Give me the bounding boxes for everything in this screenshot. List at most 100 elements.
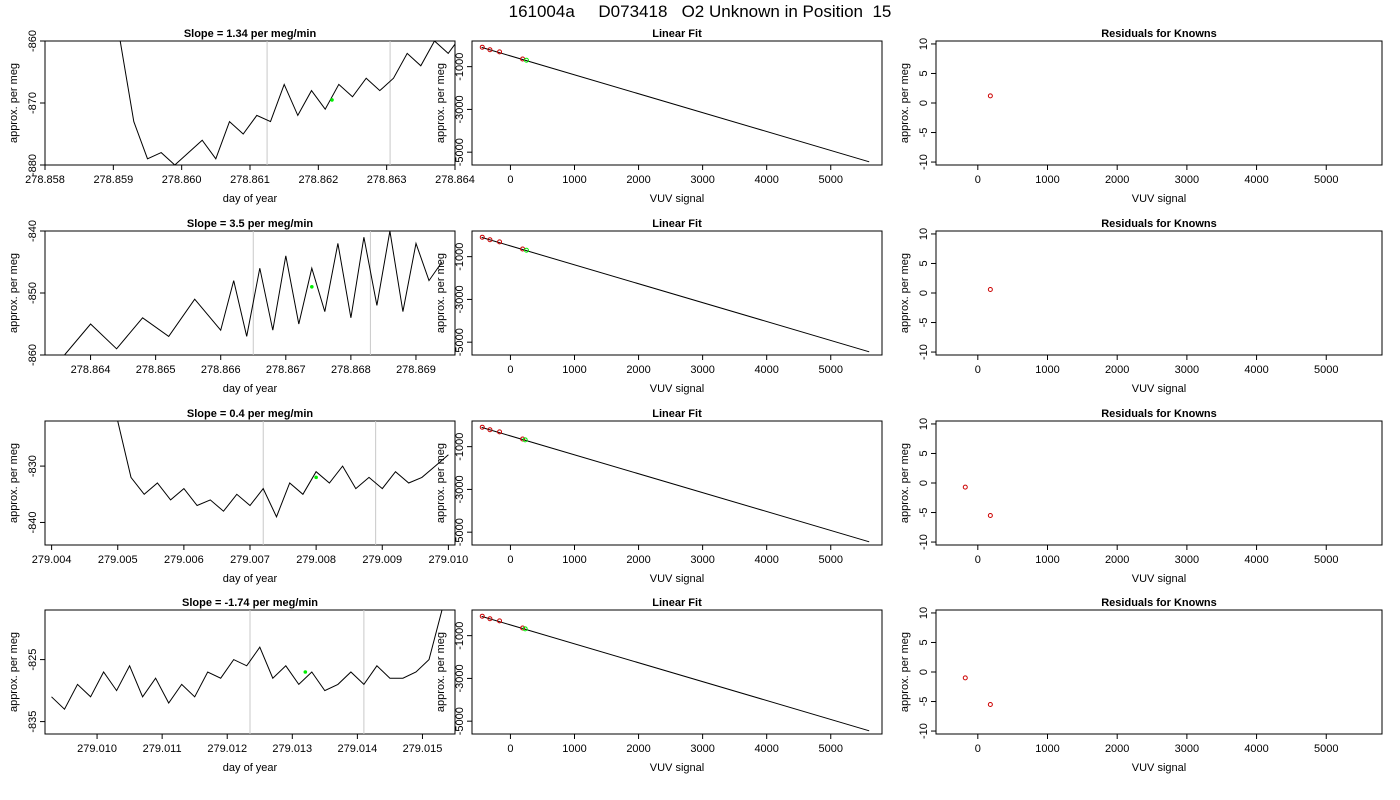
panel-3-series-line <box>64 231 443 355</box>
panel-11-ytick-label-2: 0 <box>918 669 930 675</box>
panel-1-known-point-1 <box>487 47 493 53</box>
panel-6-xtick-label-3: 279.007 <box>230 554 270 566</box>
panel-0-xlabel: day of year <box>223 193 278 205</box>
panel-11-ytick-label-1: -5 <box>918 697 930 707</box>
panel-7-unknown-point-0 <box>522 437 528 443</box>
panel-6-xtick-label-2: 279.006 <box>164 554 204 566</box>
panel-0-title: Slope = 1.34 per meg/min <box>184 28 317 40</box>
panel-9-xtick-label-3: 279.013 <box>272 743 312 755</box>
panel-1-unknown-point-0 <box>523 57 529 63</box>
panel-4-xtick-label-3: 3000 <box>690 364 714 376</box>
panel-8-xlabel: VUV signal <box>1132 573 1186 585</box>
panel-1-title: Linear Fit <box>652 28 702 40</box>
panel-2-ytick-label-0: -10 <box>918 154 930 170</box>
panel-11-ytick-label-4: 10 <box>918 607 930 619</box>
panel-4-ytick-label-2: -1000 <box>454 243 466 271</box>
panel-0-xtick-label-5: 278.863 <box>367 174 407 186</box>
panel-10-known-point-2 <box>497 618 503 624</box>
panel-11-ytick-label-0: -10 <box>918 723 930 739</box>
panel-11-xtick-label-3: 3000 <box>1175 743 1199 755</box>
panel-10-xtick-label-2: 2000 <box>626 743 650 755</box>
panel-9-series-line <box>51 610 443 711</box>
panel-10-known-point-0 <box>479 613 485 619</box>
panel-8-ylabel: approx. per meg <box>899 443 911 523</box>
panel-5-xtick-label-2: 2000 <box>1105 364 1129 376</box>
panel-7-title: Linear Fit <box>652 408 702 420</box>
panel-7-xtick-label-1: 1000 <box>562 554 586 566</box>
panel-2-xtick-label-4: 4000 <box>1244 174 1268 186</box>
panel-6-xlabel: day of year <box>223 573 278 585</box>
panel-2-frame <box>935 40 1383 166</box>
panel-9-xtick-label-0: 279.010 <box>77 743 117 755</box>
panel-10-xtick-label-1: 1000 <box>562 743 586 755</box>
panel-3-current-point <box>310 285 314 289</box>
panel-0-ytick-label-0: -880 <box>27 154 39 176</box>
panel-9-current-point <box>303 670 308 674</box>
panel-9-ytick-label-1: -825 <box>27 649 39 671</box>
panel-7-known-point-2 <box>497 429 503 435</box>
panel-10-known-point-3 <box>520 625 526 631</box>
panel-9-title: Slope = -1.74 per meg/min <box>182 597 318 609</box>
panel-10-ytick-label-0: -5000 <box>454 707 466 735</box>
panel-6-current-point <box>314 475 318 480</box>
panel-8-xtick-label-4: 4000 <box>1244 554 1268 566</box>
panel-4-xlabel: VUV signal <box>650 383 704 395</box>
panel-10-ytick-label-1: -3000 <box>454 664 466 692</box>
panel-4-xtick-label-4: 4000 <box>754 364 778 376</box>
panel-7-xtick-label-0: 0 <box>507 554 513 566</box>
panel-1-xtick-label-1: 1000 <box>562 174 586 186</box>
panel-3-xtick-label-5: 278.869 <box>396 364 436 376</box>
panel-10-known-point-1 <box>487 616 493 622</box>
panel-7-xtick-label-5: 5000 <box>819 554 843 566</box>
panel-3-frame <box>44 230 456 356</box>
panel-5-xtick-label-3: 3000 <box>1175 364 1199 376</box>
panel-2-ytick-label-3: 5 <box>918 70 930 76</box>
panel-5-ytick-label-0: -10 <box>918 344 930 360</box>
panel-11-residual-point-0 <box>962 675 968 681</box>
panel-9-xtick-label-5: 279.015 <box>403 743 443 755</box>
panel-1-xtick-label-3: 3000 <box>690 174 714 186</box>
panel-10-ylabel: approx. per meg <box>435 632 447 712</box>
panel-2-ylabel: approx. per meg <box>899 63 911 143</box>
panel-10-fit-line <box>481 615 870 732</box>
panel-8-residual-point-1 <box>987 512 993 518</box>
panel-7-known-point-1 <box>487 427 493 433</box>
panel-4-ytick-label-0: -5000 <box>454 328 466 356</box>
panel-8-ytick-label-2: 0 <box>918 480 930 486</box>
panel-8-xtick-label-0: 0 <box>975 554 981 566</box>
panel-7-known-point-0 <box>479 424 485 430</box>
panel-5-xtick-label-0: 0 <box>975 364 981 376</box>
panel-3-ytick-label-2: -840 <box>27 220 39 242</box>
panel-1-ytick-label-1: -3000 <box>454 95 466 123</box>
panel-2-xtick-label-1: 1000 <box>1035 174 1059 186</box>
panel-1-known-point-0 <box>479 44 485 50</box>
panel-8-ytick-label-1: -5 <box>918 508 930 518</box>
panel-4-unknown-point-0 <box>523 247 529 253</box>
panel-8-title: Residuals for Knowns <box>1101 408 1217 420</box>
panel-10-xlabel: VUV signal <box>650 762 704 774</box>
panel-5-xtick-label-4: 4000 <box>1244 364 1268 376</box>
panel-6-ytick-label-1: -830 <box>27 455 39 477</box>
panel-11-xtick-label-4: 4000 <box>1244 743 1268 755</box>
panel-9-ylabel: approx. per meg <box>8 632 20 712</box>
panel-5-frame <box>935 230 1383 356</box>
panel-6-xtick-label-5: 279.009 <box>362 554 402 566</box>
panel-3-xtick-label-4: 278.868 <box>331 364 371 376</box>
panel-0-xtick-label-0: 278.858 <box>25 174 65 186</box>
panel-5-ytick-label-4: 10 <box>918 228 930 240</box>
panel-1-ytick-label-0: -5000 <box>454 138 466 166</box>
panel-1-xtick-label-4: 4000 <box>754 174 778 186</box>
panel-11-xtick-label-2: 2000 <box>1105 743 1129 755</box>
panel-7-xtick-label-4: 4000 <box>754 554 778 566</box>
panel-9-xtick-label-4: 279.014 <box>337 743 377 755</box>
panel-3-xlabel: day of year <box>223 383 278 395</box>
panel-8-xtick-label-3: 3000 <box>1175 554 1199 566</box>
panel-4-frame <box>471 230 883 356</box>
panel-2-ytick-label-1: -5 <box>918 128 930 138</box>
panel-2-xtick-label-5: 5000 <box>1314 174 1338 186</box>
panel-10-xtick-label-3: 3000 <box>690 743 714 755</box>
panel-3-title: Slope = 3.5 per meg/min <box>187 218 314 230</box>
panel-6-xtick-label-4: 279.008 <box>296 554 336 566</box>
panel-10-xtick-label-4: 4000 <box>754 743 778 755</box>
